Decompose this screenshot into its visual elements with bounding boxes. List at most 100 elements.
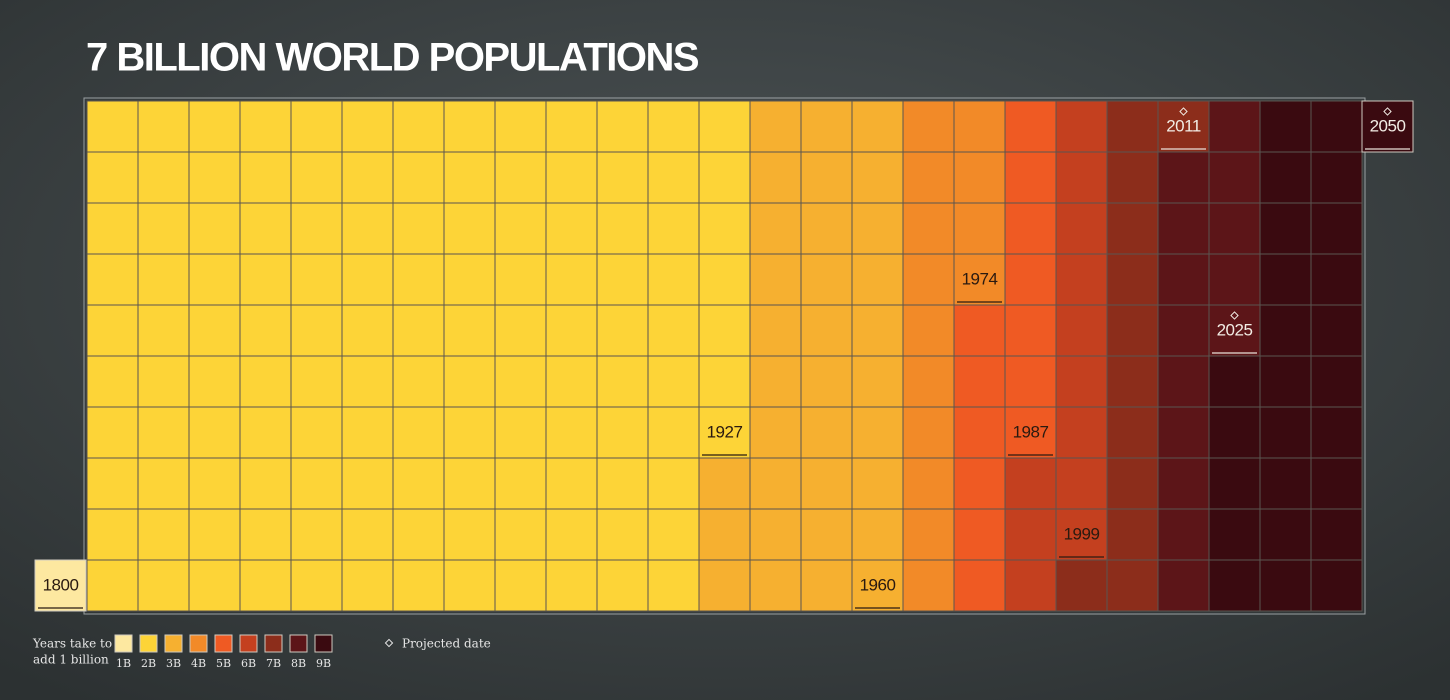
year-cell (596, 100, 649, 153)
year-cell (953, 100, 1006, 153)
year-cell (545, 100, 598, 153)
year-cell (902, 202, 955, 255)
year-cell (86, 253, 139, 306)
year-cell (1157, 151, 1210, 204)
year-cell (545, 457, 598, 510)
year-cell (1208, 508, 1261, 561)
legend-label: 8B (291, 657, 306, 670)
milestone-year: 1927 (707, 422, 743, 441)
year-cell (1208, 202, 1261, 255)
year-cell (341, 100, 394, 153)
legend-title: Years take to (32, 637, 112, 651)
year-cell (239, 406, 292, 459)
year-cell (749, 355, 802, 408)
year-cell (1259, 202, 1312, 255)
year-cell (392, 202, 445, 255)
year-cell (1259, 100, 1312, 153)
milestone-year: 2050 (1370, 116, 1406, 135)
year-cell (1106, 151, 1159, 204)
year-cell (1106, 253, 1159, 306)
year-cell (1055, 559, 1108, 612)
year-cell (953, 304, 1006, 357)
year-cell (239, 151, 292, 204)
year-cell (341, 559, 394, 612)
year-cell (1055, 202, 1108, 255)
year-cell (1106, 406, 1159, 459)
year-cell (800, 508, 853, 561)
year-cell (494, 559, 547, 612)
year-cell (86, 355, 139, 408)
year-cell (494, 355, 547, 408)
year-cell (341, 253, 394, 306)
year-cell (698, 559, 751, 612)
year-cell (494, 202, 547, 255)
year-cell (1055, 406, 1108, 459)
year-cell (188, 355, 241, 408)
legend-label: 2B (141, 657, 156, 670)
year-cell (1310, 406, 1363, 459)
year-cell (392, 457, 445, 510)
year-cell (749, 304, 802, 357)
year-cell (1259, 457, 1312, 510)
year-cell (596, 304, 649, 357)
year-cell (494, 406, 547, 459)
year-cell (290, 508, 343, 561)
year-cell (1055, 304, 1108, 357)
year-cell (545, 508, 598, 561)
year-cell (953, 508, 1006, 561)
year-cell (749, 406, 802, 459)
year-cell (137, 253, 190, 306)
year-cell (1259, 151, 1312, 204)
year-cell (851, 304, 904, 357)
year-cell (1208, 100, 1261, 153)
year-cell (1310, 202, 1363, 255)
year-cell (800, 253, 853, 306)
year-cell (596, 202, 649, 255)
year-cell (392, 151, 445, 204)
year-cell (749, 151, 802, 204)
year-cell (341, 151, 394, 204)
legend-title: add 1 billion (33, 653, 109, 667)
year-cell (698, 151, 751, 204)
year-cell (749, 508, 802, 561)
year-cell (188, 304, 241, 357)
year-cell (749, 100, 802, 153)
year-cell (341, 406, 394, 459)
year-cell (851, 355, 904, 408)
milestone-year: 1960 (860, 575, 896, 594)
year-cell (392, 100, 445, 153)
year-cell (1310, 151, 1363, 204)
legend-label: 3B (166, 657, 181, 670)
milestone-year: 1999 (1064, 524, 1100, 543)
year-cell (443, 151, 496, 204)
legend-swatch (214, 634, 233, 653)
year-cell (902, 457, 955, 510)
year-cell (647, 202, 700, 255)
year-grid (83, 97, 1366, 615)
year-cell (851, 508, 904, 561)
year-cell (443, 100, 496, 153)
legend: Years take to add 1 billion 1B 2B 3B 4B 5B 6B 7B… (32, 634, 491, 670)
year-cell (749, 457, 802, 510)
year-cell (137, 457, 190, 510)
year-cell (1259, 508, 1312, 561)
year-cell (443, 457, 496, 510)
legend-swatch (114, 634, 133, 653)
year-cell (290, 559, 343, 612)
year-cell (392, 253, 445, 306)
year-cell (698, 304, 751, 357)
year-cell (545, 355, 598, 408)
year-cell (1157, 253, 1210, 306)
year-cell (1208, 457, 1261, 510)
year-cell (1208, 355, 1261, 408)
year-cell (239, 100, 292, 153)
year-cell (443, 355, 496, 408)
year-cell (698, 253, 751, 306)
year-cell (239, 457, 292, 510)
year-cell (1106, 304, 1159, 357)
year-cell (902, 151, 955, 204)
year-cell (647, 559, 700, 612)
year-cell (290, 304, 343, 357)
year-cell (1106, 559, 1159, 612)
